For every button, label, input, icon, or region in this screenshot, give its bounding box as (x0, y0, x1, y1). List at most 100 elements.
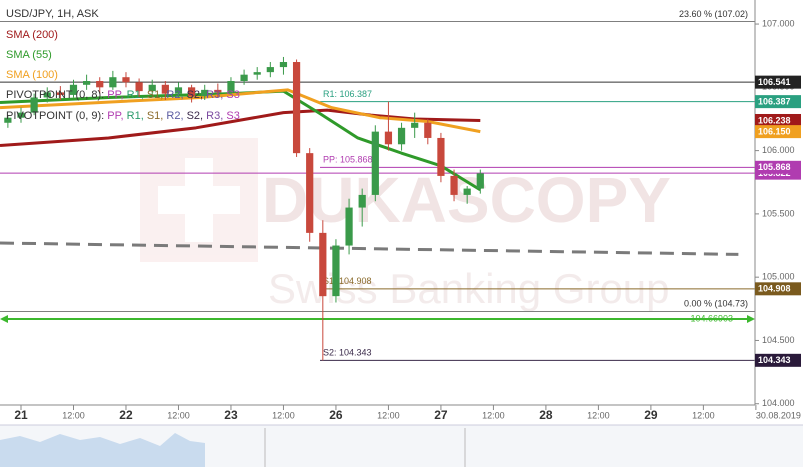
candle-body (319, 232, 327, 297)
legend: USD/JPY, 1H, ASK SMA (200) SMA (55) SMA (1… (6, 8, 240, 122)
level-label: S1: 104.908 (323, 276, 372, 286)
pivot-legend-part: S3 (226, 89, 239, 101)
price-tag (755, 353, 801, 367)
x-tick-label: 23 (224, 408, 238, 422)
pivot-legend-part: S2, (187, 89, 207, 101)
x-tick-label: 28 (539, 408, 553, 422)
candle-body (161, 84, 169, 94)
price-tag-label: 106.150 (758, 127, 791, 137)
price-tag-label: 106.387 (758, 97, 791, 107)
legend-entry: SMA (55) (6, 49, 52, 61)
candle-body (371, 131, 379, 195)
price-tag (755, 282, 801, 296)
x-tick-label: 22 (119, 408, 133, 422)
price-tag (755, 75, 801, 89)
candle-body (201, 89, 209, 97)
pivot-legend: PIVOTPOINT (0, 9): PP, R1, S1, R2, S2, R… (6, 110, 240, 122)
arrow-left (0, 315, 8, 324)
y-tick-label: 104.500 (762, 335, 795, 345)
candle-body (279, 62, 288, 68)
candle-body (424, 122, 432, 138)
y-tick-label: 107.000 (762, 18, 795, 28)
horizontal-line-label: 104.66903 (690, 313, 733, 323)
candle-body (43, 92, 51, 98)
x-tick-label: 30.08.2019 (756, 410, 801, 420)
y-tick-label: 104.000 (762, 398, 795, 408)
candle-body (135, 82, 143, 92)
x-tick-label: 12:00 (272, 410, 295, 420)
price-tag (755, 95, 801, 109)
pivot-legend-part: PIVOTPOINT (0, 9): (6, 110, 107, 122)
candle-body (292, 62, 301, 154)
pivot-legend-part: R2, (166, 89, 186, 101)
candle-body (384, 131, 393, 145)
candle-body (56, 92, 64, 95)
sma-line (0, 89, 482, 192)
pivot-legend-part: PIVOTPOINT (0, 8): (6, 89, 107, 101)
candle-body (253, 72, 261, 75)
logo-cross-h (158, 186, 240, 214)
candle-body (30, 97, 38, 113)
pivot-legend-part: R3, (206, 110, 226, 122)
legend-entry: SMA (100) (6, 69, 58, 81)
candle-body (437, 137, 445, 176)
x-tick-label: 12:00 (692, 410, 715, 420)
arrow-right (747, 315, 755, 324)
pivot-legend-part: S1, (147, 110, 167, 122)
price-tag-label: 105.868 (758, 162, 791, 172)
pivot-legend: PIVOTPOINT (0, 8): PP, R1, S1, R2, S2, R… (6, 89, 240, 101)
candle-body (109, 77, 117, 88)
x-tick-label: 12:00 (587, 410, 610, 420)
legend-entry: SMA (200) (6, 29, 58, 41)
price-tag-label: 104.343 (758, 355, 791, 365)
candle-body (463, 188, 471, 195)
candle-body (17, 112, 25, 118)
plot-area: 23.60 % (107.02) 0.00 % (104.73) R1: 106.3… (0, 9, 755, 361)
candle-body (345, 207, 353, 246)
price-tag (755, 113, 801, 127)
navigator (0, 424, 803, 467)
pivot-legend-part: S2, (187, 110, 207, 122)
candle-body (214, 89, 222, 93)
price-tag-label: 106.541 (758, 77, 791, 87)
x-tick-label: 29 (644, 408, 658, 422)
candle-body (358, 194, 366, 208)
candle-body (148, 84, 156, 92)
pivot-legend-part: S3 (226, 110, 239, 122)
candle-body (411, 122, 419, 128)
navigator-area (0, 433, 205, 467)
chart-title: USD/JPY, 1H, ASK (6, 8, 99, 20)
price-tag (755, 160, 801, 174)
x-tick-label: 21 (14, 408, 28, 422)
pivot-legend-part: PP, (107, 110, 126, 122)
x-tick-label: 27 (434, 408, 448, 422)
candle-body (96, 81, 104, 88)
fib-label: 23.60 % (107.02) (679, 9, 748, 19)
fib-label: 0.00 % (104.73) (684, 299, 748, 309)
candle-body (83, 81, 91, 85)
level-label: PP: 105.868 (323, 155, 373, 165)
x-tick-label: 12:00 (377, 410, 400, 420)
pivot-legend-part: S1, (147, 89, 167, 101)
pivot-legend-part: R1, (127, 110, 147, 122)
x-tick-label: 12:00 (62, 410, 85, 420)
axes: 107.000106.500106.000105.500105.000104.5… (0, 0, 801, 422)
candle-body (306, 153, 314, 233)
candle-body (174, 87, 183, 94)
trendline (0, 241, 739, 256)
pivot-legend-part: R1, (127, 89, 147, 101)
candle-body (187, 87, 196, 97)
candle-body (450, 175, 458, 195)
sma-line (0, 108, 481, 148)
x-tick-label: 12:00 (167, 410, 190, 420)
candle-body (227, 81, 235, 93)
pivot-legend-part: R3, (206, 89, 226, 101)
watermark-logo (140, 138, 258, 262)
price-tag-label: 104.908 (758, 284, 791, 294)
y-tick-label: 105.500 (762, 208, 795, 218)
candle-body (476, 173, 484, 189)
candle-body (69, 84, 78, 95)
